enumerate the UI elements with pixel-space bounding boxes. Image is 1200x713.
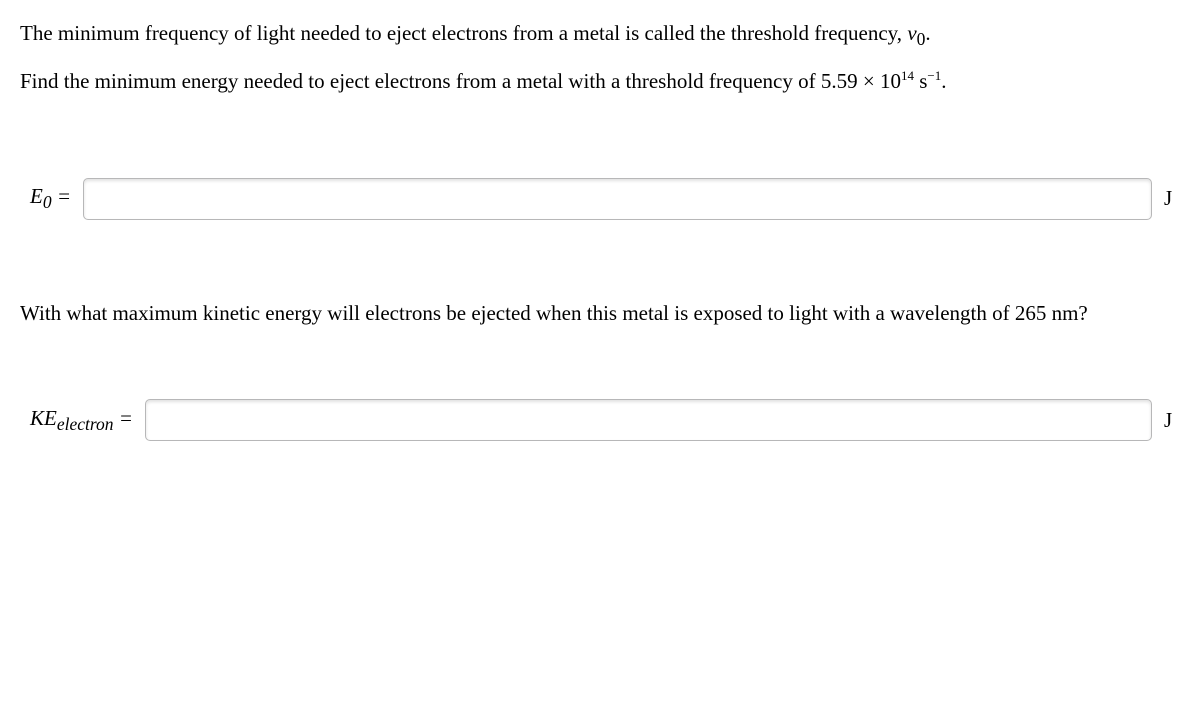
input-e0[interactable] (83, 178, 1152, 220)
intro-text-2: Find the minimum energy needed to eject … (20, 66, 1180, 98)
label-ke: KEelectron = (30, 406, 133, 435)
answer-row-ke: KEelectron = J (30, 399, 1180, 441)
unit-e0: J (1164, 186, 1180, 211)
input-ke[interactable] (145, 399, 1152, 441)
answer-row-e0: E0 = J (30, 178, 1180, 220)
unit-ke: J (1164, 408, 1180, 433)
intro-text-1: The minimum frequency of light needed to… (20, 18, 1180, 52)
question-page: The minimum frequency of light needed to… (0, 0, 1200, 501)
label-e0: E0 = (30, 184, 71, 213)
question-text-2: With what maximum kinetic energy will el… (20, 298, 1180, 330)
